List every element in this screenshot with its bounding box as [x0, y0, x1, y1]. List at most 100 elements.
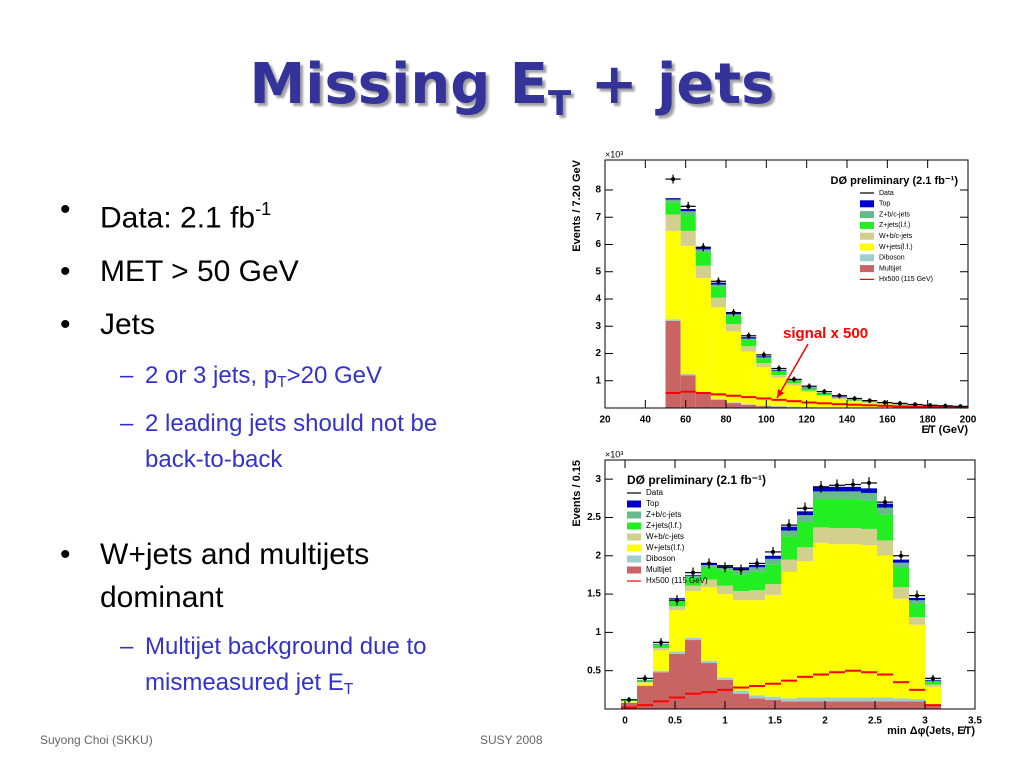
stack-segment	[813, 491, 829, 500]
stack-segment	[893, 698, 909, 702]
stack-segment	[893, 568, 909, 588]
legend-title: DØ preliminary (2.1 fb⁻¹)	[627, 473, 766, 487]
bullet: Jets	[60, 303, 440, 346]
stack-segment	[726, 403, 742, 408]
stack-segment	[685, 585, 701, 592]
x-tick-label: 100	[758, 415, 775, 426]
stack-segment	[861, 488, 877, 493]
stack-segment	[765, 555, 781, 559]
legend-swatch	[860, 211, 874, 219]
stack-segment	[829, 491, 845, 500]
legend-swatch	[860, 232, 874, 240]
data-point	[716, 279, 721, 284]
stack-segment	[925, 684, 941, 687]
slide-title: Missing ET + jets	[0, 52, 1024, 124]
stack-segment	[801, 388, 817, 391]
stack-segment	[733, 574, 749, 592]
stack-segment	[877, 514, 893, 541]
y-multiplier: ×10³	[605, 149, 623, 159]
bullet: 2 or 3 jets, pT>20 GeV	[60, 358, 490, 401]
y-tick-label: 7	[595, 212, 601, 223]
legend-swatch	[627, 566, 641, 574]
data-point	[867, 480, 871, 485]
stack-segment	[665, 230, 681, 320]
data-point	[659, 640, 663, 645]
stack-segment	[909, 699, 925, 702]
legend-label: W+jets(l.f.)	[879, 244, 913, 251]
stack-segment	[831, 398, 847, 400]
stack-segment	[893, 562, 909, 569]
stack-segment	[877, 697, 893, 702]
data-point	[771, 549, 775, 554]
stack-segment	[845, 499, 861, 529]
data-point	[643, 676, 647, 681]
stack-segment	[726, 324, 742, 332]
x-tick-label: 180	[919, 415, 936, 426]
stack-segment	[756, 363, 772, 368]
legend-label: Hx500 (115 GeV)	[879, 276, 933, 283]
x-tick-label: 20	[599, 415, 611, 426]
legend-swatch	[860, 254, 874, 262]
stack-segment	[781, 559, 797, 572]
stack-segment	[741, 404, 757, 406]
y-tick-label: 4	[595, 294, 601, 305]
data-point	[822, 389, 827, 394]
data-point	[792, 377, 797, 382]
stack-segment	[877, 540, 893, 556]
stack-segment	[786, 406, 802, 408]
stack-segment	[733, 690, 749, 694]
x-tick-label: 200	[960, 415, 977, 426]
stack-segment	[786, 383, 802, 386]
stack-segment	[701, 660, 717, 664]
stack-segment	[861, 500, 877, 529]
stack-segment	[909, 600, 925, 605]
stack-segment	[665, 319, 681, 321]
bullet-text: Data: 2.1 fb	[100, 201, 256, 235]
stack-segment	[741, 351, 757, 405]
plot-frame	[604, 159, 969, 409]
stack-segment	[771, 406, 787, 408]
stack-segment	[701, 579, 717, 588]
legend-label: Z+b/c-jets	[879, 211, 910, 218]
y-tick-label: 0.5	[587, 665, 601, 676]
legend-label: Hx500 (115 GeV)	[646, 576, 708, 585]
stack-segment	[669, 653, 685, 709]
stack-segment	[909, 604, 925, 618]
stack-segment	[710, 399, 726, 408]
stack-segment	[665, 199, 681, 203]
bullet-text: 2 or 3 jets, p	[145, 361, 278, 389]
stack-segment	[893, 598, 909, 699]
data-point	[882, 400, 887, 405]
data-point	[958, 404, 963, 409]
legend-label: Diboson	[879, 255, 905, 262]
x-tick-label: 1.5	[768, 716, 782, 727]
stack-segment	[877, 555, 893, 698]
stack-segment	[710, 284, 726, 287]
data-point	[899, 553, 903, 558]
legend-label: Top	[646, 499, 659, 508]
stack-segment	[925, 686, 941, 705]
x-tick-label: 60	[680, 415, 692, 426]
title-text: Missing E	[249, 52, 549, 117]
stack-segment	[909, 701, 925, 709]
x-tick-label: 3.5	[968, 716, 982, 727]
stack-segment	[669, 610, 685, 652]
stack-segment	[829, 544, 845, 698]
legend-swatch	[627, 500, 641, 508]
stack-segment	[756, 367, 772, 406]
stack-segment	[765, 594, 781, 697]
data-point	[776, 366, 781, 371]
stack-segment	[861, 528, 877, 546]
stack-segment	[749, 590, 765, 601]
annotation: signal x 500	[783, 325, 868, 342]
stack-segment	[749, 567, 765, 572]
stack-segment	[733, 693, 749, 709]
data-point	[675, 598, 679, 603]
data-point	[755, 561, 759, 566]
stack-segment	[829, 528, 845, 545]
stack-segment	[877, 701, 893, 709]
stack-segment	[710, 297, 726, 308]
stack-segment	[765, 558, 781, 565]
bullet-text: T	[277, 373, 287, 391]
